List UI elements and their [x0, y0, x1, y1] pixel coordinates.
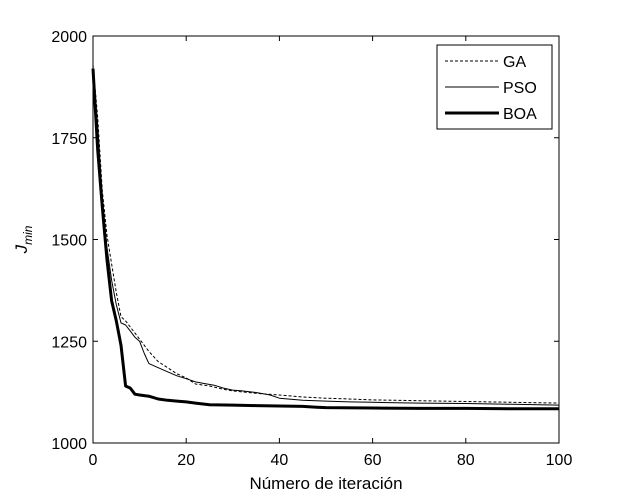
y-tick-label: 1500: [51, 233, 87, 250]
legend-label-boa: BOA: [503, 106, 537, 123]
series-line-boa: [91, 68, 559, 411]
y-tick-label: 1250: [51, 334, 87, 351]
x-axis-label: Número de iteración: [249, 474, 402, 493]
y-axis-label-sub: min: [21, 225, 35, 245]
series-line-pso: [92, 68, 560, 406]
x-tick-label: 20: [177, 452, 195, 469]
legend: GA PSO BOA: [436, 44, 553, 130]
x-tick-label: 60: [364, 452, 382, 469]
y-tick-label: 1750: [51, 131, 87, 148]
x-tick-label: 40: [271, 452, 289, 469]
ticks-layer: 0 20 40 60 80 100 1000 1250 1500 1750 2000: [51, 29, 572, 469]
y-axis-label-main: J: [12, 244, 31, 254]
x-tick-label: 80: [457, 452, 475, 469]
legend-label-pso: PSO: [503, 80, 537, 97]
legend-label-ga: GA: [503, 54, 526, 71]
x-tick-label: 0: [89, 452, 98, 469]
y-tick-label: 2000: [51, 29, 87, 46]
series-layer: [91, 64, 560, 411]
y-tick-label: 1000: [51, 436, 87, 453]
x-tick-label: 100: [546, 452, 573, 469]
y-axis-label: Jmin: [12, 225, 35, 254]
